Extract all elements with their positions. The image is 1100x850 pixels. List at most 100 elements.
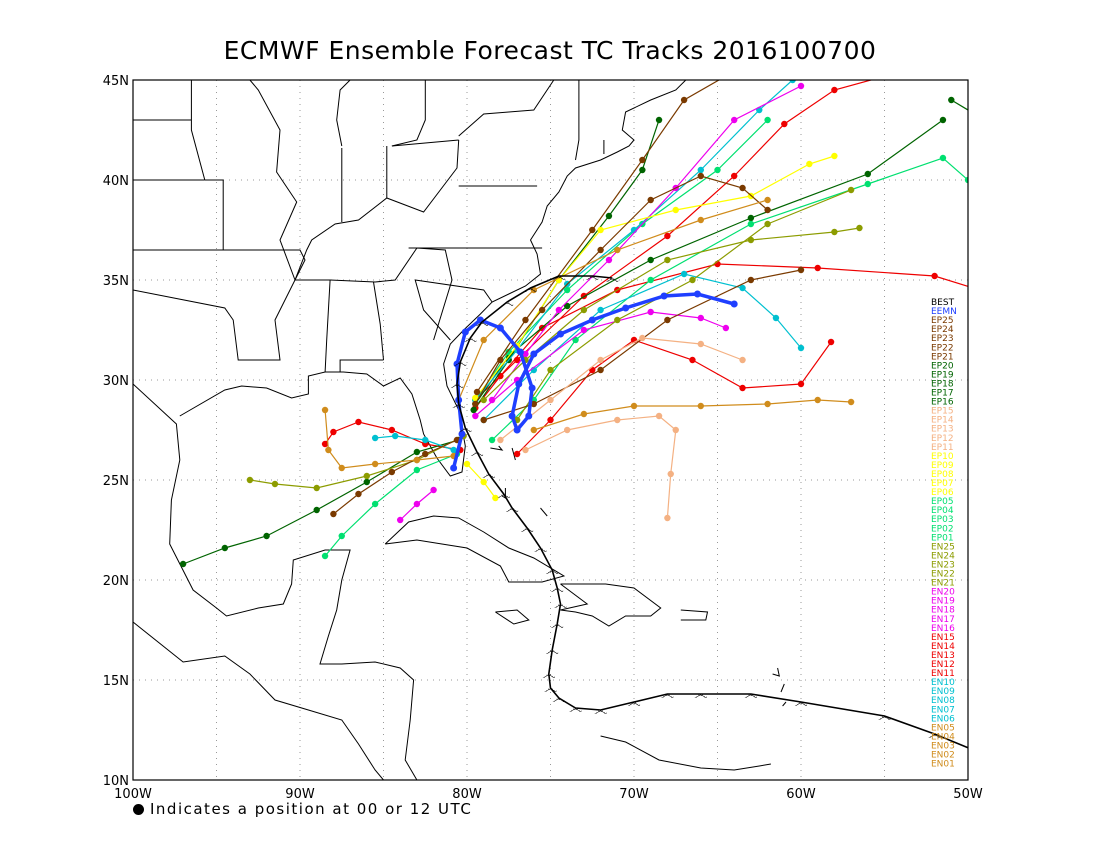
hurricane-symbol-icon: ෴ (450, 377, 463, 393)
mean-position-dot (461, 328, 469, 336)
mean-position-dot (528, 384, 536, 392)
ensemble-position-dot (655, 116, 663, 124)
ensemble-position-dot (597, 306, 604, 314)
ensemble-position-dot (647, 308, 654, 316)
ensemble-position-dot (647, 276, 654, 284)
plot-frame (132, 79, 969, 781)
lon-tick-label: 60W (786, 787, 816, 802)
hurricane-symbol-icon: ෴ (524, 281, 537, 297)
ensemble-tracks (179, 71, 1021, 568)
mean-position-dot (622, 304, 630, 312)
ensemble-position-dot (413, 456, 421, 464)
ensemble-position-dot (831, 152, 838, 160)
legend-entry: EN13 (931, 651, 955, 661)
ensemble-position-dot (789, 80, 796, 84)
ensemble-position-dot (890, 71, 896, 77)
mean-position-dot (557, 330, 565, 338)
ensemble-position-dot (781, 120, 788, 128)
ensemble-position-dot (689, 276, 696, 284)
coastline (391, 139, 459, 147)
ensemble-position-dot (488, 396, 496, 404)
footnote-text: Indicates a position at 00 or 12 UTC (150, 800, 473, 818)
legend-entry: EP24 (931, 325, 954, 335)
ensemble-position-dot (363, 472, 370, 480)
ensemble-position-dot (271, 480, 279, 488)
legend-entry: EP19 (931, 370, 954, 380)
ensemble-position-dot (492, 494, 499, 502)
ensemble-position-dot (664, 316, 671, 324)
coastlines (133, 80, 787, 780)
ensemble-position-dot (422, 436, 429, 444)
legend-entry: EP25 (931, 316, 954, 326)
ensemble-position-dot (697, 314, 704, 322)
legend-entry: EEMN (931, 307, 957, 317)
legend-entry: EN09 (931, 687, 955, 697)
hurricane-symbol-icon: ෴ (544, 681, 557, 697)
hurricane-symbol-icon: ෴ (500, 295, 513, 311)
ensemble-position-dot (472, 394, 479, 402)
ensemble-position-dot (313, 484, 320, 492)
legend-entry: EP02 (931, 524, 954, 534)
lat-tick-label: 40N (103, 174, 129, 189)
ensemble-position-dot (739, 184, 746, 192)
ensemble-position-dot (325, 446, 332, 454)
ensemble-position-dot (667, 470, 674, 478)
ensemble-position-dot (697, 402, 704, 410)
best-track-line (456, 275, 968, 749)
ensemble-position-dot (355, 490, 362, 498)
legend-entry: EP12 (931, 434, 954, 444)
ensemble-position-dot (939, 116, 947, 124)
ensemble-position-dot (747, 220, 755, 228)
ensemble-position-dot (363, 478, 370, 486)
mean-position-dot (496, 324, 504, 332)
ensemble-position-dot (847, 186, 855, 194)
coastline (190, 80, 206, 181)
ensemble-position-dot (397, 516, 404, 524)
ensemble-position-dot (814, 396, 821, 404)
ensemble-position-dot (864, 180, 871, 188)
ensemble-position-dot (470, 406, 477, 414)
ensemble-position-dot (597, 246, 604, 254)
ensemble-position-dot (747, 214, 755, 222)
lat-tick-label: 45N (103, 74, 129, 89)
mean-position-dot (660, 292, 668, 300)
ensemble-position-dot (371, 500, 379, 508)
best-track: ෴෴෴෴෴෴෴෴෴෴෴෴෴෴෴෴෴෴෴෴෴෴෴෴෴෴෴෴෴෴෴෴෴ ෴ ෴ (450, 269, 968, 749)
legend-entry: EN14 (931, 642, 955, 652)
ensemble-position-dot (564, 426, 571, 434)
ensemble-position-dot (764, 206, 771, 214)
ensemble-position-dot (614, 316, 621, 324)
ensemble-position-dot (522, 316, 529, 324)
hurricane-symbol-icon: ෴ (661, 687, 674, 703)
coastline (680, 609, 709, 621)
ensemble-position-dot (413, 500, 421, 508)
ensemble-position-dot (647, 256, 654, 264)
coastline (133, 621, 384, 780)
ensemble-position-dot (179, 560, 187, 568)
legend-entry: EN17 (931, 615, 955, 625)
hurricane-symbol-icon: ෴ (454, 355, 467, 371)
ensemble-position-dot (864, 170, 871, 178)
ensemble-position-dot (731, 116, 738, 124)
ensemble-position-dot (321, 406, 329, 414)
ensemble-position-dot (797, 344, 805, 352)
ensemble-position-dot (697, 340, 704, 348)
lat-tick-label: 35N (103, 274, 129, 289)
ensemble-track-line (474, 155, 835, 399)
ensemble-track-line (474, 80, 874, 401)
legend-entry: EP23 (931, 334, 954, 344)
ensemble-position-dot (664, 514, 671, 522)
ensemble-position-dot (589, 226, 596, 234)
ensemble-position-dot (680, 96, 688, 104)
ensemble-position-dot (263, 532, 270, 540)
legend-entry: EP10 (931, 452, 954, 462)
ensemble-position-dot (764, 400, 771, 408)
coastline (772, 667, 780, 677)
legend-entry: EP05 (931, 497, 954, 507)
ensemble-position-dot (580, 306, 588, 314)
legend-entry: EP04 (931, 506, 954, 516)
ensemble-track-line (500, 337, 743, 441)
ensemble-position-dot (1015, 299, 1021, 305)
